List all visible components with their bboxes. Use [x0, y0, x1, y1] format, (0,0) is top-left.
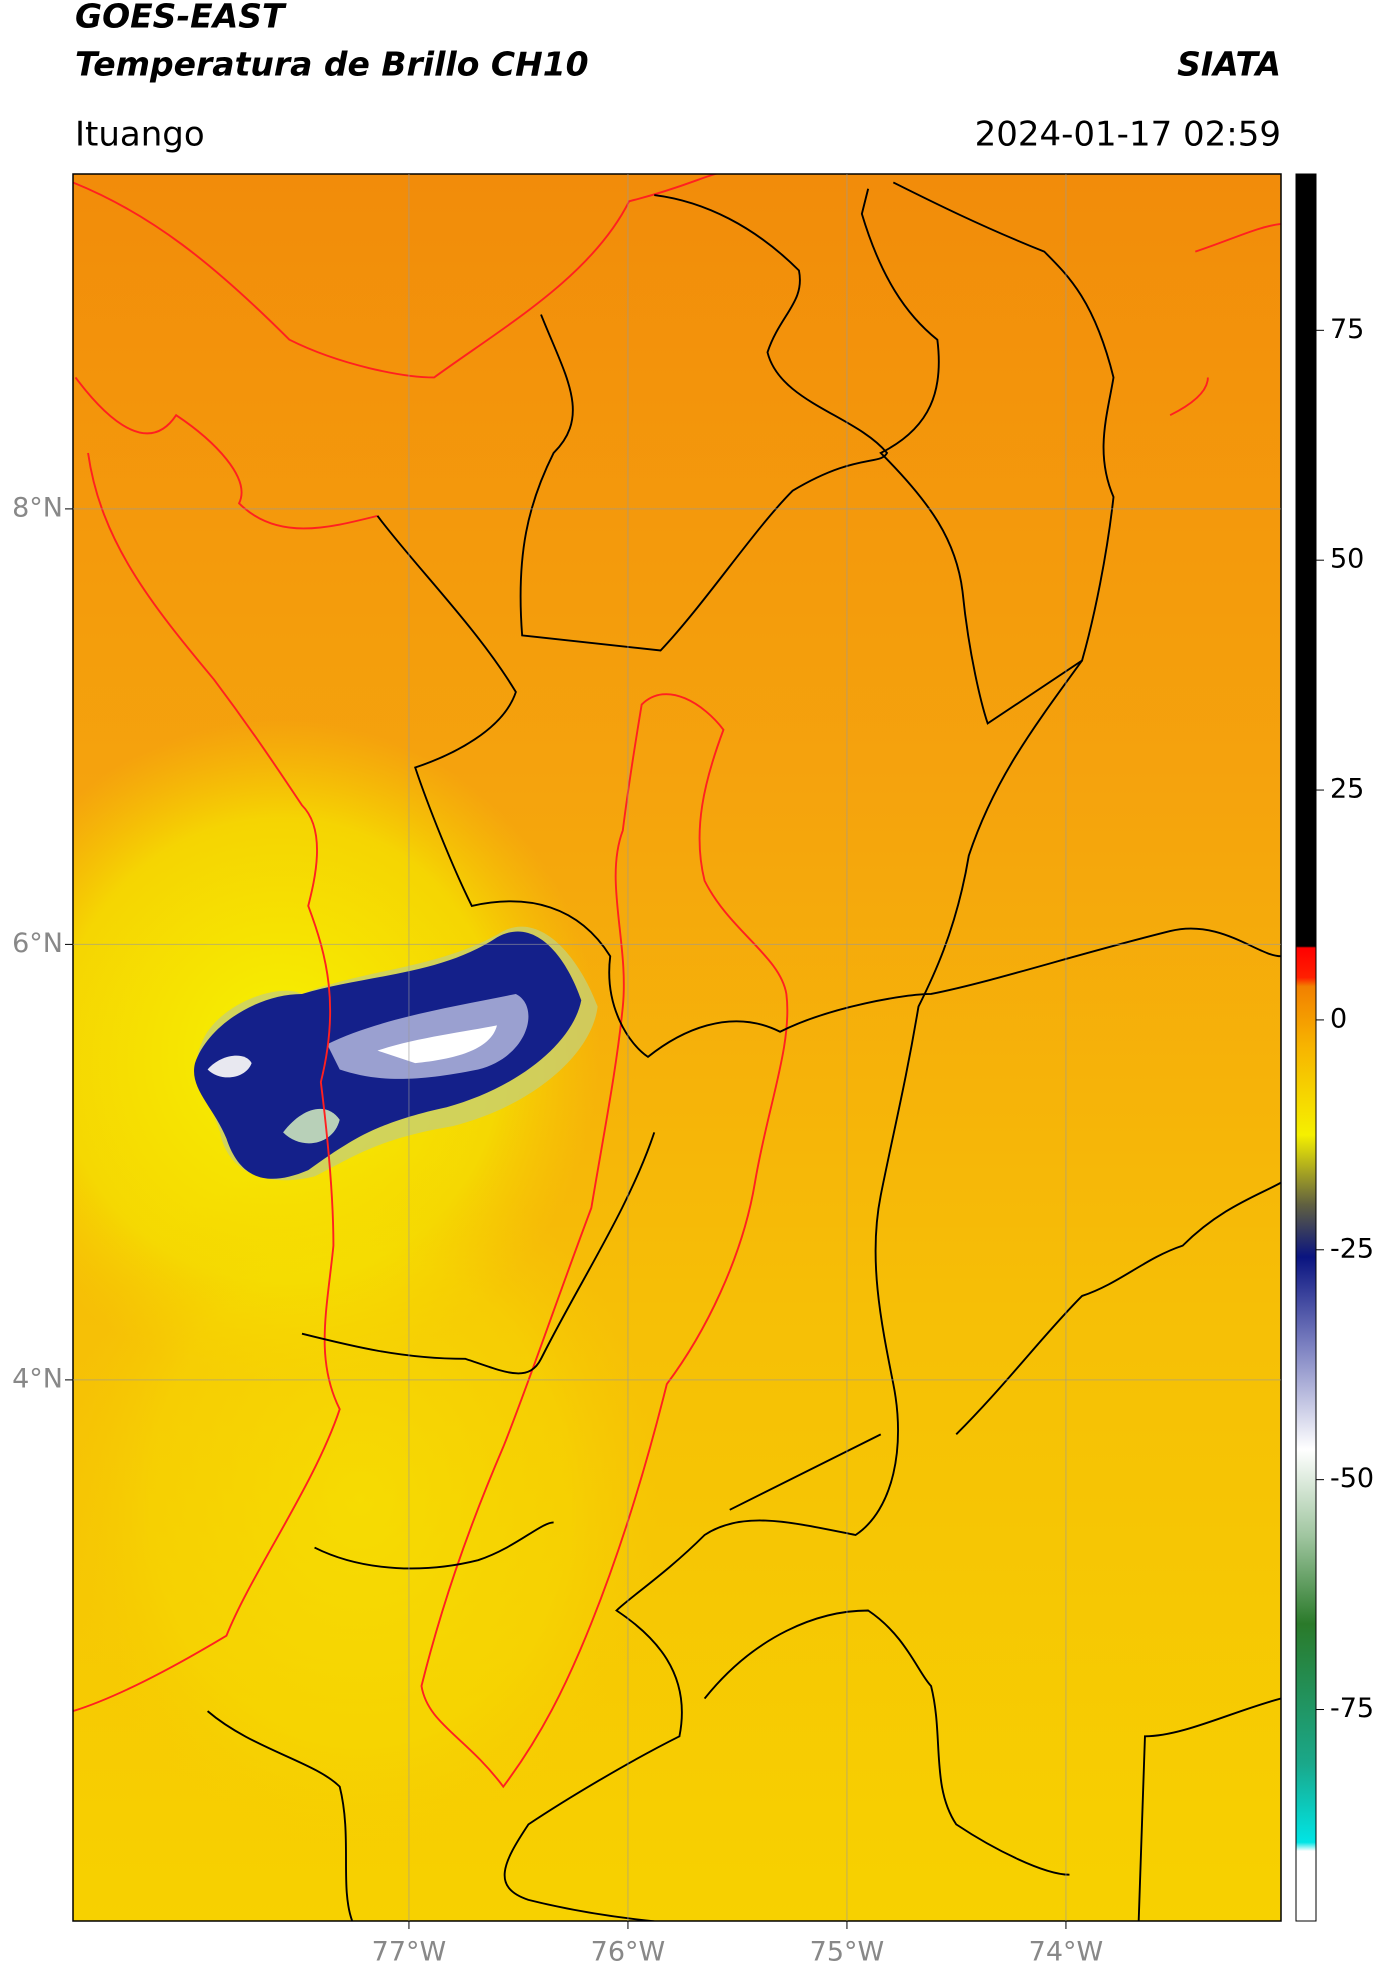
borders — [73, 174, 1281, 1921]
location: Ituango — [75, 115, 205, 155]
colorbar-tick-label: 25 — [1330, 774, 1364, 805]
colorbar-tick-label: -50 — [1330, 1463, 1374, 1494]
y-tick-label: 8°N — [12, 492, 63, 523]
colorbar-tick-label: 0 — [1330, 1003, 1347, 1034]
title-line1: GOES-EAST — [75, 0, 287, 36]
x-tick-label: 76°W — [591, 1937, 666, 1968]
x-tick-label: 77°W — [372, 1937, 447, 1968]
colorbar-tick-label: -25 — [1330, 1233, 1374, 1264]
colorbar-tick-label: -75 — [1330, 1693, 1374, 1724]
map-image — [73, 174, 1281, 1921]
y-tick-label: 4°N — [12, 1363, 63, 1394]
colorbar-tick-label: 50 — [1330, 544, 1364, 575]
agency: SIATA — [1177, 45, 1281, 84]
x-tick-label: 74°W — [1029, 1937, 1104, 1968]
colorbar-tick-label: 75 — [1330, 314, 1364, 345]
y-tick-label: 6°N — [12, 928, 63, 959]
colorbar — [1295, 173, 1317, 1922]
title-line2: Temperatura de Brillo CH10 — [75, 45, 589, 84]
datetime: 2024-01-17 02:59 — [975, 115, 1281, 155]
x-tick-label: 75°W — [810, 1937, 885, 1968]
map-frame — [72, 173, 1282, 1922]
